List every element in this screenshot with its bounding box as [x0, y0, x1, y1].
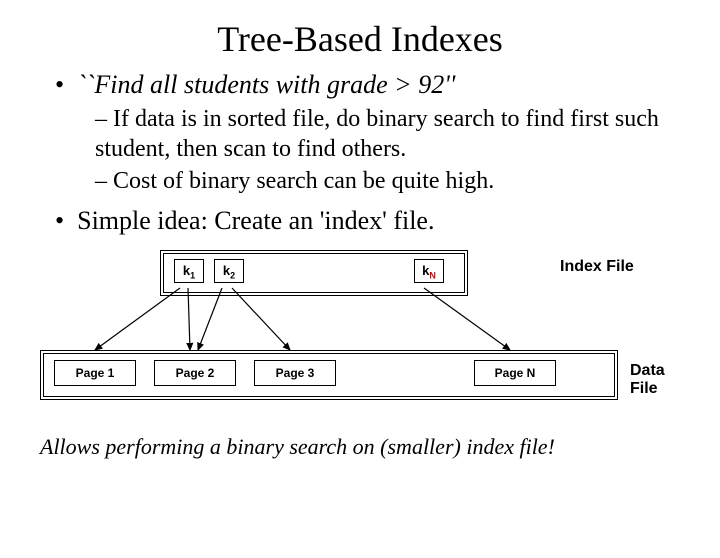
index-cell-kN: kN	[414, 259, 444, 283]
bullet-1: • ``Find all students with grade > 92''	[55, 70, 680, 100]
footer-note: Allows performing a binary search on (sm…	[40, 434, 720, 460]
page-cell-2: Page 2	[154, 360, 236, 386]
page-title: Tree-Based Indexes	[0, 18, 720, 60]
page-cell-1: Page 1	[54, 360, 136, 386]
index-diagram: k1 k2 kN Index File Page 1 Page 2 Page 3…	[40, 250, 680, 420]
bullet-2: • Simple idea: Create an 'index' file.	[55, 206, 680, 236]
data-file-label: Data File	[630, 362, 680, 398]
bullet-1-text: ``Find all students with grade > 92''	[77, 70, 455, 99]
data-file-box: Page 1 Page 2 Page 3 Page N	[40, 350, 618, 400]
sub-bullet-1: – If data is in sorted file, do binary s…	[95, 104, 680, 164]
index-cell-k2: k2	[214, 259, 244, 283]
sub-bullet-2: – Cost of binary search can be quite hig…	[95, 166, 680, 196]
index-file-label: Index File	[560, 258, 634, 276]
content-area: • ``Find all students with grade > 92'' …	[0, 70, 720, 236]
bullet-2-text: Simple idea: Create an 'index' file.	[77, 206, 434, 235]
index-cell-k1: k1	[174, 259, 204, 283]
page-cell-N: Page N	[474, 360, 556, 386]
index-file-box: k1 k2 kN	[160, 250, 468, 296]
page-cell-3: Page 3	[254, 360, 336, 386]
